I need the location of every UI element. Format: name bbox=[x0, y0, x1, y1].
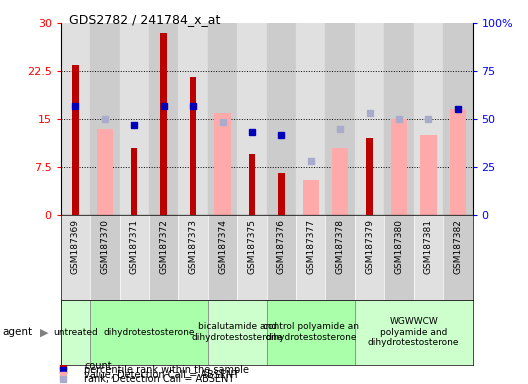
Text: WGWWCW
polyamide and
dihydrotestosterone: WGWWCW polyamide and dihydrotestosterone bbox=[368, 317, 459, 347]
Bar bbox=[414, 215, 443, 300]
Text: value, Detection Call = ABSENT: value, Detection Call = ABSENT bbox=[84, 370, 240, 380]
Text: bicalutamide and
dihydrotestosterone: bicalutamide and dihydrotestosterone bbox=[192, 323, 283, 342]
Bar bbox=[97, 129, 113, 215]
Bar bbox=[267, 23, 296, 215]
Bar bbox=[278, 174, 285, 215]
Bar bbox=[208, 23, 237, 215]
Text: GSM187372: GSM187372 bbox=[159, 219, 168, 274]
Text: GSM187379: GSM187379 bbox=[365, 219, 374, 274]
Bar bbox=[149, 215, 178, 300]
Bar bbox=[190, 78, 196, 215]
Bar bbox=[90, 23, 119, 215]
Bar bbox=[61, 23, 90, 215]
Bar bbox=[149, 23, 178, 215]
Text: ▶: ▶ bbox=[40, 327, 48, 337]
Bar bbox=[443, 215, 473, 300]
Text: GSM187370: GSM187370 bbox=[100, 219, 109, 274]
Bar bbox=[249, 154, 255, 215]
Text: GSM187373: GSM187373 bbox=[188, 219, 197, 274]
Text: GSM187381: GSM187381 bbox=[424, 219, 433, 274]
Bar bbox=[214, 113, 231, 215]
Bar bbox=[119, 215, 149, 300]
Text: GSM187382: GSM187382 bbox=[454, 219, 463, 274]
Bar bbox=[450, 109, 466, 215]
Bar bbox=[414, 23, 443, 215]
Bar bbox=[303, 180, 319, 215]
Bar bbox=[443, 23, 473, 215]
Bar bbox=[296, 215, 325, 300]
Bar bbox=[420, 135, 437, 215]
Text: untreated: untreated bbox=[53, 328, 98, 337]
Text: GSM187376: GSM187376 bbox=[277, 219, 286, 274]
Text: GSM187380: GSM187380 bbox=[394, 219, 403, 274]
Bar bbox=[178, 215, 208, 300]
Bar bbox=[208, 300, 267, 365]
Bar bbox=[90, 300, 208, 365]
Text: GSM187371: GSM187371 bbox=[130, 219, 139, 274]
Bar bbox=[131, 148, 137, 215]
Text: dihydrotestosterone: dihydrotestosterone bbox=[103, 328, 195, 337]
Text: GSM187377: GSM187377 bbox=[306, 219, 315, 274]
Text: GSM187374: GSM187374 bbox=[218, 219, 227, 274]
Bar bbox=[355, 300, 473, 365]
Bar bbox=[267, 300, 355, 365]
Bar bbox=[332, 148, 348, 215]
Text: count: count bbox=[84, 361, 112, 371]
Bar bbox=[208, 215, 237, 300]
Bar bbox=[61, 215, 90, 300]
Text: GDS2782 / 241784_x_at: GDS2782 / 241784_x_at bbox=[69, 13, 220, 26]
Text: GSM187378: GSM187378 bbox=[336, 219, 345, 274]
Text: rank, Detection Call = ABSENT: rank, Detection Call = ABSENT bbox=[84, 374, 235, 384]
Bar bbox=[90, 215, 119, 300]
Text: GSM187369: GSM187369 bbox=[71, 219, 80, 274]
Text: agent: agent bbox=[3, 327, 33, 337]
Bar bbox=[355, 215, 384, 300]
Bar bbox=[178, 23, 208, 215]
Bar bbox=[61, 300, 90, 365]
Bar bbox=[237, 23, 267, 215]
Bar bbox=[161, 33, 167, 215]
Bar bbox=[72, 65, 79, 215]
Bar bbox=[384, 215, 414, 300]
Bar bbox=[237, 215, 267, 300]
Text: control polyamide an
dihydrotestosterone: control polyamide an dihydrotestosterone bbox=[263, 323, 359, 342]
Bar bbox=[366, 138, 373, 215]
Bar bbox=[119, 23, 149, 215]
Bar bbox=[391, 119, 407, 215]
Text: GSM187375: GSM187375 bbox=[248, 219, 257, 274]
Bar bbox=[296, 23, 325, 215]
Bar bbox=[384, 23, 414, 215]
Bar bbox=[325, 23, 355, 215]
Text: percentile rank within the sample: percentile rank within the sample bbox=[84, 365, 250, 375]
Bar bbox=[325, 215, 355, 300]
Bar bbox=[267, 215, 296, 300]
Bar bbox=[355, 23, 384, 215]
